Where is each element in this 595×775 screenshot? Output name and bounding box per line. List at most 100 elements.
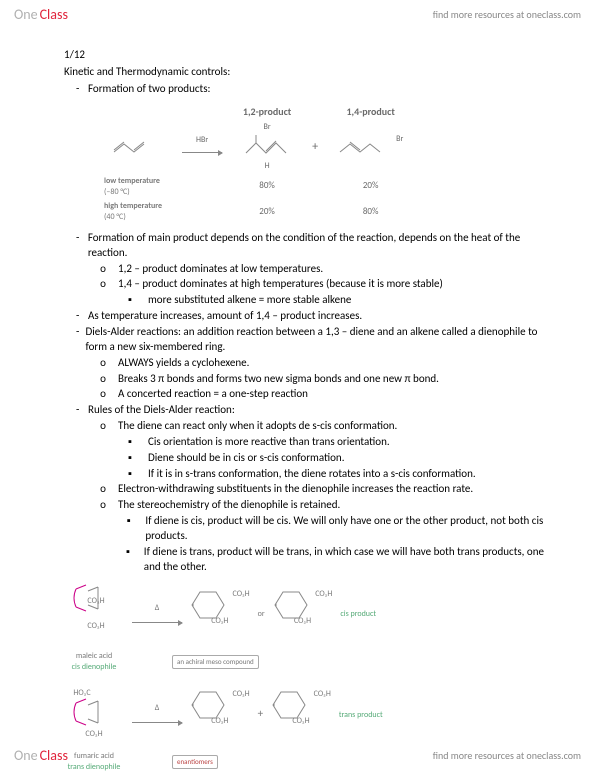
bullet-text: more substituted alkene = more stable al… [148,293,351,308]
square-bullet-icon: ▪ [112,514,145,529]
table-row: 1,2-product 1,4-product [94,103,413,121]
cell-hi-12: 20% [232,199,302,225]
dash-icon: - [64,231,88,246]
figure-hbr-products: 1,2-product 1,4-product HBr Br H + [94,103,555,225]
arrow-icon [132,622,182,623]
cell-low-12: 80% [232,174,302,200]
bullet-text: Formation of main product depends on the… [88,231,555,261]
logo-text-class: Class [40,747,68,764]
list-item: o Breaks 3 π bonds and forms two new sig… [64,372,555,387]
bullet-text: 1,4 – product dominates at high temperat… [118,277,443,292]
bullet-text: Diels-Alder reactions: an addition react… [85,325,555,355]
header-tagline[interactable]: find more resources at oneclass.com [433,8,581,21]
circle-bullet-icon: o [88,262,118,277]
plus-icon: + [302,120,328,174]
bullet-text: A concerted reaction = a one-step reacti… [118,387,308,402]
list-item: - Formation of main product depends on t… [64,231,555,261]
square-bullet-icon: ▪ [112,545,144,560]
diene-icon [112,134,154,156]
trans-reaction-row: HO₂C CO₂H Δ CO₂H CO₂H + CO₂H CO₂H [64,681,555,750]
square-bullet-icon: ▪ [112,435,148,450]
list-item: o 1,4 – product dominates at high temper… [64,277,555,292]
list-item: o 1,2 – product dominates at low tempera… [64,262,555,277]
co2h-label: CO₂H [211,616,228,626]
date-heading: 1/12 [64,48,555,63]
bullet-text: The diene can react only when it adopts … [118,419,397,434]
col-14-header: 1,4-product [328,103,413,121]
hitemp-label: high temperature [104,201,162,212]
list-item: o A concerted reaction = a one-step reac… [64,387,555,402]
co2h-label: CO₂H [87,596,104,606]
plus-icon: + [258,707,263,722]
square-bullet-icon: ▪ [112,467,148,482]
col-12-header: 1,2-product [232,103,302,121]
bullet-text: Cis orientation is more reactive than tr… [148,435,390,450]
cis-reaction-row: CO₂H CO₂H Δ CO₂H CO₂H or CO₂H CO₂H cis p… [64,581,555,650]
br-label: Br [242,122,292,133]
dash-icon: - [64,82,88,97]
document-body: 1/12 Kinetic and Thermodynamic controls:… [64,48,555,775]
ho2c-label: HO₂C [73,688,90,698]
bullet-formation: - Formation of two products: [64,82,555,97]
logo-text-class: Class [40,6,68,23]
products-table: 1,2-product 1,4-product HBr Br H + [94,103,413,225]
footer-tagline[interactable]: find more resources at oneclass.com [433,749,581,762]
bullet-text: Formation of two products: [88,82,210,97]
list-item: ▪ If it is in s-trans conformation, the … [64,467,555,482]
bullet-text: ALWAYS yields a cyclohexene. [118,356,249,371]
list-item: o ALWAYS yields a cyclohexene. [64,356,555,371]
co2h-label: CO₂H [294,616,311,626]
logo-text-one: One [14,6,38,23]
square-bullet-icon: ▪ [112,451,148,466]
list-item: ▪ Cis orientation is more reactive than … [64,435,555,450]
h-label: H [242,161,292,172]
co2h-label: CO₂H [87,621,104,631]
dash-icon: - [64,325,85,340]
list-item: - As temperature increases, amount of 1,… [64,309,555,324]
circle-bullet-icon: o [88,372,118,387]
arrow-icon [182,152,222,153]
arrow-icon [132,722,182,723]
circle-bullet-icon: o [88,482,118,497]
list-item: ▪ more substituted alkene = more stable … [64,293,555,308]
bullet-text: Breaks 3 π bonds and forms two new sigma… [118,372,439,387]
br-label: Br [396,134,403,144]
trans-product-label: trans product [339,710,383,721]
list-item: ▪ Diene should be in cis or s-cis confor… [64,451,555,466]
bullet-text: As temperature increases, amount of 1,4 … [88,309,362,324]
lowtemp-label: low temperature [104,176,162,187]
delta-label: Δ [155,603,160,613]
table-row: high temperature (40 °C) 20% 80% [94,199,413,225]
list-item: ▪ If diene is cis, product will be cis. … [64,514,555,544]
table-row: low temperature (–80 °C) 80% 20% [94,174,413,200]
list-item: o The diene can react only when it adopt… [64,419,555,434]
brand-logo: OneClass [14,6,68,23]
circle-bullet-icon: o [88,498,118,513]
list-item: - Diels-Alder reactions: an addition rea… [64,325,555,355]
cis-product-label: cis product [340,609,376,620]
list-item: ▪ If diene is trans, product will be tra… [64,545,555,575]
or-label: or [258,609,265,620]
co2h-label: CO₂H [292,716,309,726]
circle-bullet-icon: o [88,356,118,371]
bullet-text: Diene should be in cis or s-cis conforma… [148,451,345,466]
bullet-text: Rules of the Diels-Alder reaction: [88,403,235,418]
co2h-label: CO₂H [314,689,331,699]
page-footer: OneClass find more resources at oneclass… [0,741,595,770]
circle-bullet-icon: o [88,387,118,402]
bullet-text: If diene is trans, product will be trans… [144,545,555,575]
co2h-label: CO₂H [211,716,228,726]
co2h-label: CO₂H [315,589,332,599]
co2h-label: CO₂H [233,589,250,599]
cis-caption-row: maleic acid cis dienophile an achiral me… [64,651,555,673]
bullet-text: 1,2 – product dominates at low temperatu… [118,262,323,277]
table-row: HBr Br H + Br [94,120,413,174]
circle-bullet-icon: o [88,277,118,292]
list-item: - Rules of the Diels-Alder reaction: [64,403,555,418]
hitemp-value: (40 °C) [104,212,162,223]
logo-text-one: One [14,747,38,764]
brand-logo: OneClass [14,747,68,764]
maleic-label: maleic acid [64,651,124,662]
bullet-text: Electron-withdrawing substituents in the… [118,482,473,497]
cell-hi-14: 80% [328,199,413,225]
